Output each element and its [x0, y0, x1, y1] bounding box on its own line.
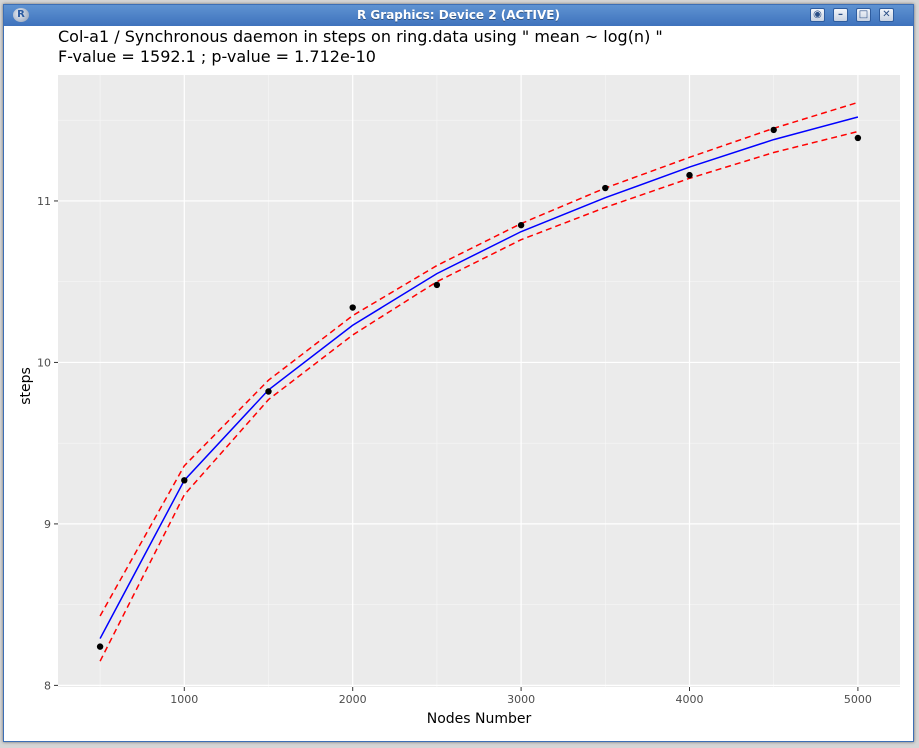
y-tick-label: 9 [44, 518, 51, 531]
y-tick-label: 10 [37, 356, 51, 369]
data-point [517, 221, 525, 229]
x-tick-label: 3000 [507, 693, 535, 706]
fitted-line [99, 116, 859, 639]
maximize-icon[interactable]: □ [856, 8, 871, 22]
plot-canvas: Col-a1 / Synchronous daemon in steps on … [18, 27, 900, 727]
data-point [349, 304, 356, 311]
data-point [602, 184, 609, 192]
chart-subtitle: F-value = 1592.1 ; p-value = 1.712e-10 [58, 47, 376, 66]
grid-lines [58, 75, 900, 687]
data-point [854, 134, 862, 142]
y-tick-label: 8 [44, 679, 51, 692]
minimize-icon[interactable]: – [833, 8, 848, 22]
y-tick-label: 11 [37, 195, 51, 208]
window-title: R Graphics: Device 2 (ACTIVE) [357, 8, 560, 22]
x-axis-label: Nodes Number [427, 711, 532, 727]
close-icon[interactable]: ✕ [879, 8, 894, 22]
pin-icon[interactable]: ◉ [810, 8, 825, 22]
data-points [96, 126, 862, 650]
x-tick-label: 2000 [339, 693, 367, 706]
data-point [96, 643, 104, 650]
y-axis-label: steps [18, 367, 34, 405]
data-point [181, 477, 188, 484]
r-graphics-window: R R Graphics: Device 2 (ACTIVE) ◉ – □ ✕ … [3, 4, 914, 742]
title-bar[interactable]: R R Graphics: Device 2 (ACTIVE) ◉ – □ ✕ [4, 5, 913, 26]
data-point [686, 171, 693, 179]
chart-title: Col-a1 / Synchronous daemon in steps on … [58, 27, 663, 46]
data-point [770, 126, 777, 134]
x-tick-label: 5000 [844, 693, 872, 706]
confidence-band-line [99, 101, 859, 617]
r-logo-icon[interactable]: R [13, 8, 29, 22]
x-tick-label: 1000 [170, 693, 198, 706]
x-tick-label: 4000 [676, 693, 704, 706]
series-lines [99, 101, 859, 662]
data-point [433, 281, 441, 289]
data-point [265, 388, 272, 395]
axes: 1000 2000 3000 4000 5000 8 9 10 11 [37, 195, 872, 706]
plot-panel [58, 75, 900, 687]
